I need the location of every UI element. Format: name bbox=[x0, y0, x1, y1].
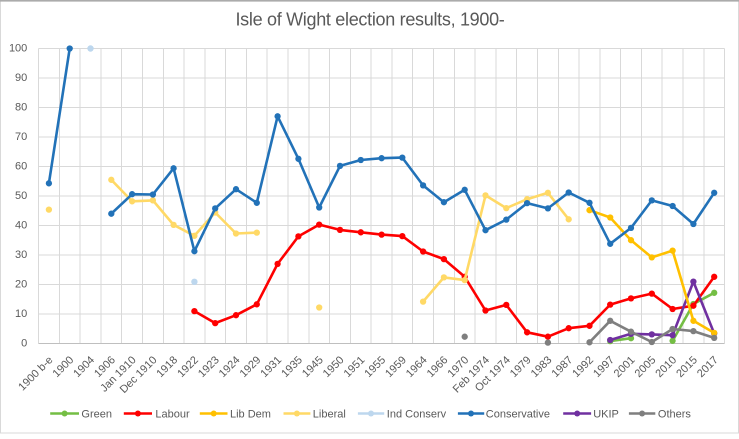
svg-text:100: 100 bbox=[9, 43, 27, 55]
svg-text:60: 60 bbox=[15, 161, 27, 173]
svg-text:Others: Others bbox=[658, 409, 692, 421]
svg-text:0: 0 bbox=[21, 338, 27, 350]
svg-text:40: 40 bbox=[15, 220, 27, 232]
svg-text:Conservative: Conservative bbox=[486, 409, 550, 421]
svg-text:Liberal: Liberal bbox=[313, 409, 346, 421]
svg-text:Green: Green bbox=[81, 409, 112, 421]
svg-text:10: 10 bbox=[15, 308, 27, 320]
svg-text:20: 20 bbox=[15, 279, 27, 291]
svg-text:Isle of Wight election results: Isle of Wight election results, 1900- bbox=[235, 10, 504, 30]
svg-text:80: 80 bbox=[15, 102, 27, 114]
svg-text:Lib Dem: Lib Dem bbox=[230, 409, 271, 421]
svg-text:UKIP: UKIP bbox=[593, 409, 619, 421]
svg-text:90: 90 bbox=[15, 72, 27, 84]
svg-text:70: 70 bbox=[15, 131, 27, 143]
svg-text:50: 50 bbox=[15, 190, 27, 202]
svg-text:30: 30 bbox=[15, 249, 27, 261]
svg-text:Ind Conserv: Ind Conserv bbox=[387, 409, 447, 421]
svg-text:Labour: Labour bbox=[155, 409, 190, 421]
